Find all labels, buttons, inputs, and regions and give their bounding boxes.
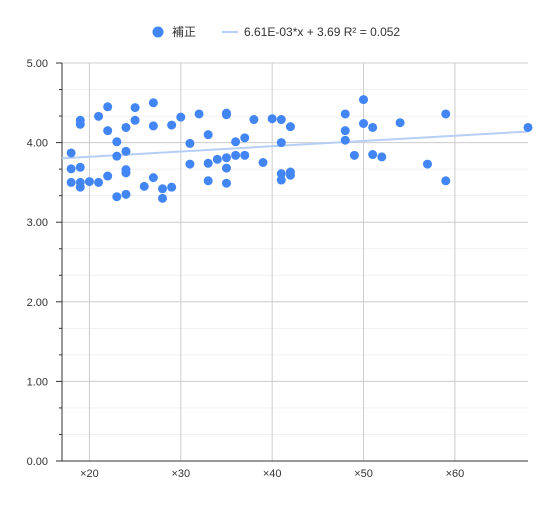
data-point <box>149 98 158 107</box>
y-tick-label: 4.00 <box>27 138 48 150</box>
data-point <box>149 121 158 130</box>
data-point <box>76 120 85 129</box>
legend-series-label: 補正 <box>172 25 196 39</box>
data-point <box>121 123 130 132</box>
data-point <box>103 102 112 111</box>
data-point <box>359 95 368 104</box>
data-point <box>396 118 405 127</box>
data-point <box>231 151 240 160</box>
trendline-layer <box>62 131 528 158</box>
data-point <box>204 176 213 185</box>
trendline <box>62 131 528 158</box>
data-point <box>176 113 185 122</box>
x-tick-label: ×30 <box>171 468 190 480</box>
y-tick-label: 5.00 <box>27 58 48 70</box>
data-point <box>240 151 249 160</box>
data-point <box>94 178 103 187</box>
data-point <box>231 137 240 146</box>
data-point <box>103 126 112 135</box>
data-point <box>103 172 112 181</box>
x-tick-label: ×50 <box>354 468 373 480</box>
data-point <box>277 115 286 124</box>
data-point <box>341 109 350 118</box>
data-point <box>240 133 249 142</box>
data-point <box>204 159 213 168</box>
data-point <box>121 147 130 156</box>
data-point <box>222 179 231 188</box>
data-point <box>341 126 350 135</box>
data-point <box>131 116 140 125</box>
data-point <box>277 176 286 185</box>
data-point <box>167 183 176 192</box>
data-point <box>67 148 76 157</box>
data-point <box>277 138 286 147</box>
data-point <box>185 160 194 169</box>
data-point <box>377 152 386 161</box>
data-point <box>121 168 130 177</box>
data-point <box>441 176 450 185</box>
data-point <box>121 190 130 199</box>
data-point <box>286 122 295 131</box>
data-point <box>112 137 121 146</box>
data-point <box>167 121 176 130</box>
data-point <box>67 178 76 187</box>
x-tick-label: ×40 <box>263 468 282 480</box>
data-point <box>286 171 295 180</box>
data-points <box>67 95 533 203</box>
data-point <box>441 109 450 118</box>
data-point <box>112 152 121 161</box>
data-point <box>350 151 359 160</box>
data-point <box>67 164 76 173</box>
x-tick-label: ×20 <box>80 468 99 480</box>
data-point <box>94 112 103 121</box>
data-point <box>222 164 231 173</box>
legend[interactable]: 補正 6.61E-03*x + 3.69 R² = 0.052 <box>153 25 401 39</box>
data-point <box>222 153 231 162</box>
legend-series-marker <box>153 27 164 38</box>
data-point <box>185 139 194 148</box>
data-point <box>524 123 533 132</box>
data-point <box>158 194 167 203</box>
data-point <box>213 155 222 164</box>
data-point <box>368 123 377 132</box>
y-tick-label: 0.00 <box>27 456 48 468</box>
data-point <box>131 103 140 112</box>
y-tick-label: 2.00 <box>27 297 48 309</box>
data-point <box>268 114 277 123</box>
data-point <box>76 183 85 192</box>
y-tick-label: 3.00 <box>27 217 48 229</box>
data-point <box>112 192 121 201</box>
y-tick-label: 1.00 <box>27 376 48 388</box>
data-point <box>158 184 167 193</box>
data-point <box>85 177 94 186</box>
x-tick-label: ×60 <box>446 468 465 480</box>
data-point <box>76 163 85 172</box>
data-point <box>259 158 268 167</box>
data-point <box>249 115 258 124</box>
data-point <box>222 110 231 119</box>
data-point <box>204 130 213 139</box>
data-point <box>195 109 204 118</box>
data-point <box>368 150 377 159</box>
data-point <box>140 182 149 191</box>
data-point <box>149 173 158 182</box>
data-point <box>423 160 432 169</box>
data-point <box>359 119 368 128</box>
legend-trendline-label: 6.61E-03*x + 3.69 R² = 0.052 <box>244 25 400 39</box>
data-point <box>341 136 350 145</box>
